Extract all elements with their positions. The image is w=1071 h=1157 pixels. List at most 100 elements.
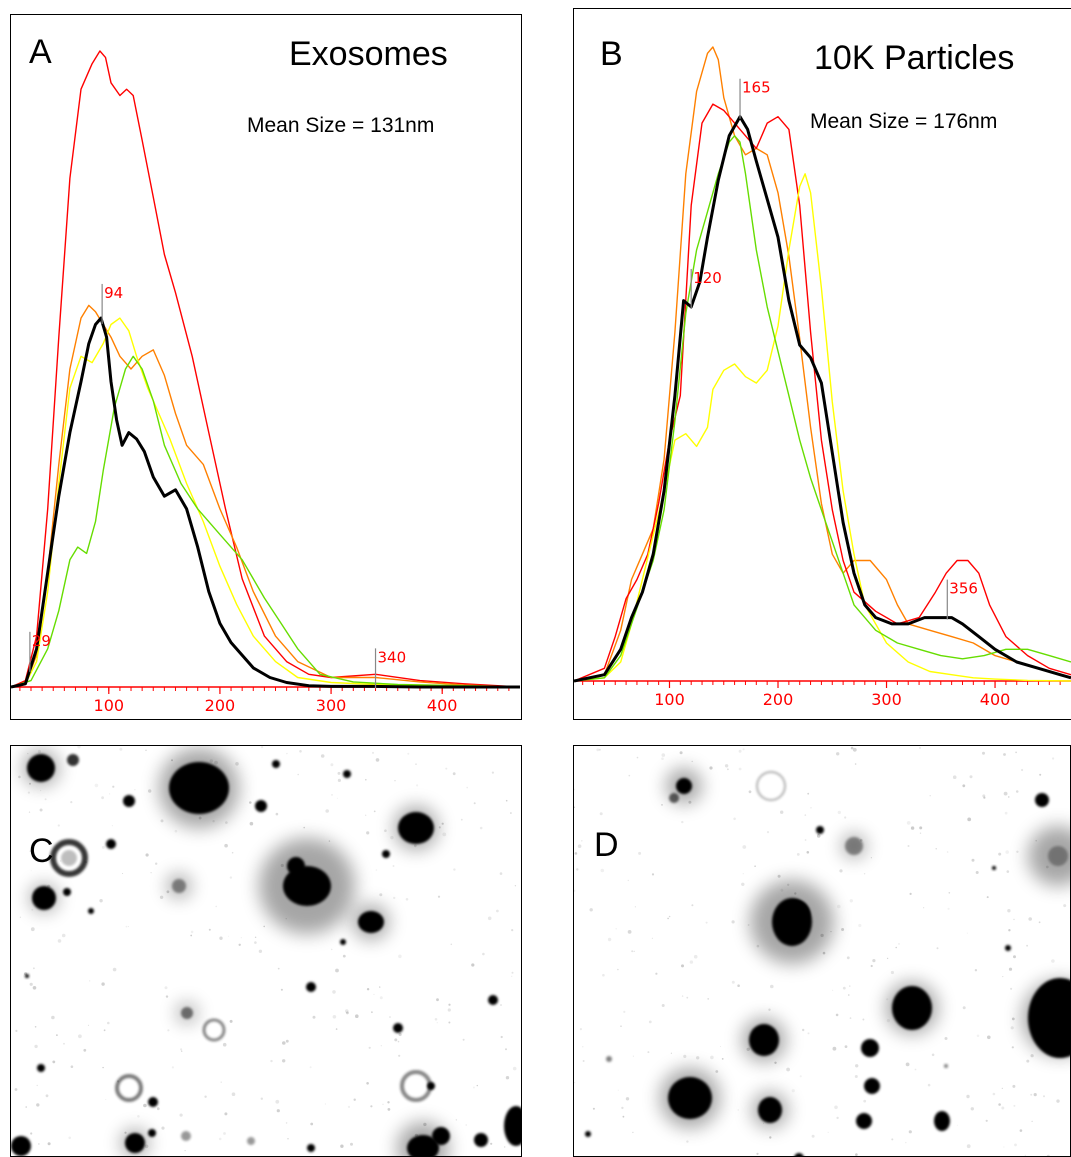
noise-speck	[258, 949, 263, 953]
noise-speck	[276, 1109, 280, 1113]
noise-speck	[582, 1060, 585, 1062]
noise-speck	[822, 951, 826, 955]
noise-speck	[355, 1014, 359, 1018]
noise-speck	[107, 1021, 110, 1025]
noise-speck	[111, 825, 113, 827]
noise-speck	[886, 957, 889, 960]
noise-speck	[282, 1041, 286, 1045]
noise-speck	[621, 1106, 624, 1110]
particle	[283, 866, 331, 906]
noise-speck	[693, 954, 698, 959]
noise-speck	[490, 1142, 493, 1145]
noise-speck	[962, 784, 966, 788]
noise-speck	[832, 1046, 837, 1051]
particle	[794, 1153, 804, 1156]
noise-speck	[309, 1066, 312, 1069]
noise-speck	[638, 851, 642, 855]
noise-speck	[390, 835, 394, 840]
noise-speck	[1001, 1087, 1003, 1089]
noise-speck	[299, 750, 302, 753]
noise-speck	[261, 746, 264, 749]
noise-speck	[328, 840, 331, 842]
noise-speck	[707, 998, 710, 1000]
noise-speck	[948, 892, 951, 894]
noise-speck	[102, 1066, 104, 1069]
noise-speck	[229, 876, 233, 879]
series-line-green	[11, 355, 520, 688]
noise-speck	[29, 982, 33, 986]
noise-speck	[599, 812, 603, 816]
noise-speck	[450, 943, 453, 946]
noise-speck	[769, 1136, 772, 1139]
noise-speck	[332, 990, 336, 994]
noise-speck	[1004, 811, 1008, 815]
noise-speck	[966, 1094, 970, 1099]
noise-speck	[56, 1034, 58, 1036]
noise-speck	[705, 921, 708, 924]
noise-speck	[919, 826, 923, 830]
noise-speck	[617, 1089, 619, 1091]
noise-speck	[375, 758, 380, 762]
particle	[340, 939, 346, 945]
noise-speck	[909, 892, 912, 895]
noise-speck	[275, 812, 279, 816]
noise-speck	[962, 1006, 966, 1010]
noise-speck	[802, 1028, 805, 1032]
noise-speck	[353, 1098, 356, 1101]
x-tick-label: 400	[427, 696, 458, 715]
noise-speck	[228, 935, 229, 937]
panel-c-letter: C	[29, 832, 54, 870]
noise-speck	[119, 747, 123, 751]
noise-speck	[661, 804, 663, 806]
noise-speck	[398, 1032, 402, 1037]
noise-speck	[505, 799, 508, 802]
noise-speck	[39, 808, 43, 812]
panel-d-micrograph: D	[573, 745, 1071, 1157]
panel-b-mean-size: Mean Size = 176nm	[810, 110, 998, 133]
noise-speck	[827, 1131, 829, 1133]
noise-speck	[476, 1084, 478, 1087]
noise-speck	[180, 1048, 183, 1051]
noise-speck	[181, 1050, 183, 1052]
noise-speck	[811, 1134, 815, 1138]
noise-speck	[747, 924, 750, 926]
x-tick-label: 200	[763, 690, 794, 709]
noise-speck	[167, 1029, 170, 1032]
series-line-yellow	[11, 317, 520, 688]
noise-speck	[447, 1008, 451, 1012]
noise-speck	[51, 1015, 55, 1020]
noise-speck	[1019, 1129, 1023, 1132]
noise-speck	[667, 917, 669, 920]
noise-speck	[742, 873, 744, 875]
noise-speck	[855, 1153, 858, 1156]
noise-speck	[596, 748, 600, 752]
noise-speck	[804, 839, 807, 841]
noise-speck	[275, 1099, 280, 1104]
chart-b-plot: 100 200 300 400 120 165 356	[574, 46, 1071, 709]
noise-speck	[171, 1066, 174, 1069]
panel-b-chart: 100 200 300 400 120 165 356 B 10K Particles Me…	[573, 8, 1071, 720]
x-tick-label: 100	[94, 696, 125, 715]
noise-speck	[756, 1152, 759, 1155]
particle	[427, 1082, 435, 1090]
particle	[585, 1131, 591, 1137]
particle	[27, 754, 55, 782]
noise-speck	[574, 788, 576, 791]
noise-speck	[592, 1107, 595, 1110]
noise-speck	[143, 1103, 147, 1108]
noise-speck	[145, 853, 149, 857]
particle	[172, 879, 186, 893]
noise-speck	[218, 1137, 222, 1141]
panel-b-letter: B	[600, 35, 623, 73]
noise-speck	[32, 986, 37, 990]
noise-speck	[14, 1088, 18, 1091]
noise-speck	[574, 889, 576, 892]
noise-speck	[1043, 1095, 1045, 1098]
noise-speck	[1005, 850, 1009, 854]
noise-speck	[387, 1101, 390, 1104]
noise-speck	[589, 908, 593, 912]
noise-speck	[1010, 987, 1013, 990]
noise-speck	[330, 763, 334, 767]
noise-speck	[215, 905, 217, 908]
noise-speck	[839, 869, 843, 873]
